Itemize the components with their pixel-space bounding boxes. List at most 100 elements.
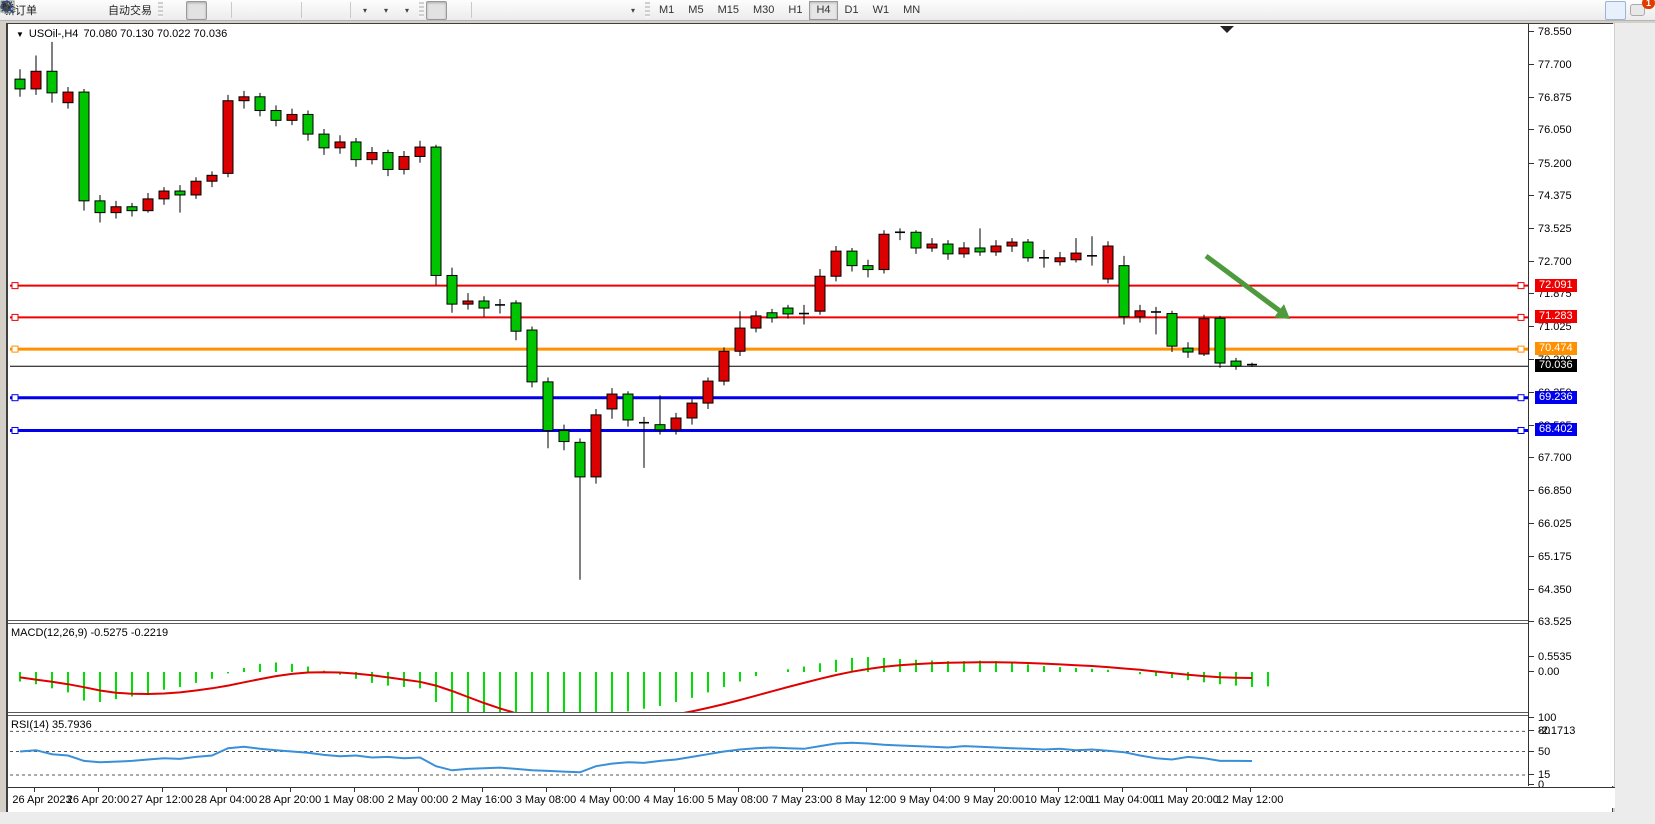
main-toolbar: 新订单 自动交易 ▾ ▾ (0, 0, 1655, 21)
tab-timeframe-h1[interactable]: H1 (788, 4, 803, 16)
time-label: 5 May 08:00 (707, 794, 769, 806)
time-label: 11 May 04:00 (1089, 794, 1155, 806)
zoom-out-button[interactable] (0, 0, 277, 20)
time-tick (1122, 788, 1123, 792)
history-orders-button[interactable] (1, 0, 62, 20)
autotrading-button[interactable]: 自动交易 (0, 1, 156, 20)
price-line-badge: 70.474 (1535, 342, 1577, 356)
signals-button[interactable] (1, 0, 104, 20)
time-axis[interactable]: 26 Apr 2023 26 Apr 20:00 27 Apr 12:00 28 Ap… (8, 787, 1615, 808)
rsi-pane-splitter[interactable] (8, 712, 1528, 716)
tab-timeframe-m1[interactable]: M1 (659, 4, 675, 16)
toolbar-grip (158, 2, 163, 18)
toolbar-separator (231, 2, 232, 18)
tab-timeframe-w1[interactable]: W1 (872, 4, 890, 16)
market-depth-button[interactable] (0, 0, 83, 20)
hline-anchor (11, 394, 19, 402)
time-tick (482, 788, 483, 792)
time-tick (226, 788, 227, 792)
time-label: 26 Apr 20:00 (66, 794, 130, 806)
price-chart-canvas[interactable] (8, 24, 1528, 620)
bar-chart-button[interactable] (1, 1, 186, 20)
hline-anchor (1517, 282, 1525, 290)
candlestick-chart-button[interactable] (1, 0, 207, 20)
chart-window: ▼ USOil-,H4 70.080 70.130 70.022 70.036 … (6, 23, 1615, 814)
time-label: 2 May 16:00 (451, 794, 513, 806)
line-chart-button[interactable] (0, 1, 228, 20)
rsi-pane-canvas[interactable] (8, 716, 1528, 787)
hline-anchor (1517, 394, 1525, 402)
tab-timeframe-mn[interactable]: MN (903, 4, 921, 16)
dropdown-arrow-icon: ▾ (383, 5, 388, 15)
tab-timeframe-m30[interactable]: M30 (752, 4, 775, 16)
time-tick (290, 788, 291, 792)
new-chart-button[interactable]: ▾ (0, 0, 375, 20)
time-label: 3 May 08:00 (515, 794, 577, 806)
time-label: 26 Apr 2023 (12, 794, 72, 806)
time-tick (610, 788, 611, 792)
hline-anchor (11, 345, 19, 353)
time-tick (738, 788, 739, 792)
indicators-button[interactable]: ▾ (0, 0, 417, 20)
chat-button[interactable]: 1 (1626, 0, 1655, 20)
vertical-line-button[interactable] (4, 1, 496, 20)
macd-signal-line (19, 661, 1253, 712)
price-axis[interactable]: 78.550 77.700 76.875 76.050 75.200 74.375 73.5… (1528, 24, 1614, 791)
time-tick (1250, 788, 1251, 792)
chart-ohlc-values: 70.080 70.130 70.022 70.036 (83, 28, 228, 40)
tile-windows-button[interactable] (0, 0, 298, 20)
chart-shift-marker (1220, 26, 1234, 33)
tab-timeframe-m15[interactable]: M15 (717, 4, 739, 16)
auto-scroll-button[interactable] (1, 1, 326, 20)
time-tick (98, 788, 99, 792)
dropdown-arrow-icon: ▾ (404, 5, 409, 15)
tab-timeframe-m5[interactable]: M5 (688, 4, 704, 16)
macd-label: MACD(12,26,9) -0.5275 -0.2219 (11, 627, 169, 639)
svg-text:T: T (4, 2, 10, 13)
time-tick (418, 788, 419, 792)
macd-pane-canvas[interactable] (8, 624, 1528, 712)
svg-text:A: A (2, 0, 11, 13)
time-label: 7 May 23:00 (771, 794, 833, 806)
hline-anchor (1517, 427, 1525, 434)
chart-shift-button[interactable] (1, 1, 347, 20)
hline-anchor (1517, 313, 1525, 321)
time-label: 4 May 00:00 (579, 794, 641, 806)
toolbar-separator (471, 2, 472, 18)
crosshair-button[interactable] (0, 0, 468, 20)
time-label: 1 May 08:00 (323, 794, 385, 806)
rsi-label: RSI(14) 35.7936 (11, 719, 92, 731)
search-button[interactable] (1, 0, 1626, 20)
price-line-badge: 72.091 (1535, 278, 1577, 292)
trendline-button[interactable] (1, 1, 538, 20)
time-tick (354, 788, 355, 792)
search-icon (1, 0, 15, 14)
tab-timeframe-h4[interactable]: H4 (809, 0, 838, 20)
toolbar-separator (350, 2, 351, 18)
trend-arrow-annotation (1204, 253, 1286, 317)
time-label: 8 May 12:00 (835, 794, 897, 806)
cursor-button[interactable] (3, 0, 447, 20)
equidistant-channel-button[interactable]: E (0, 0, 559, 20)
hline-anchor (11, 313, 19, 321)
chart-expand-icon[interactable]: ▼ (16, 29, 24, 39)
time-tick (802, 788, 803, 792)
text-button[interactable]: A (2, 0, 601, 20)
zoom-in-button[interactable] (0, 0, 256, 20)
period-button[interactable]: ▾ (1, 0, 396, 20)
price-line-badge: 70.036 (1535, 359, 1577, 373)
time-label: 9 May 04:00 (899, 794, 961, 806)
status-strip (0, 812, 1655, 824)
time-tick (674, 788, 675, 792)
horizontal-line-button[interactable] (1, 1, 517, 20)
toolbar-separator (301, 2, 302, 18)
dropdown-arrow-icon: ▾ (362, 5, 367, 15)
macd-pane-splitter[interactable] (8, 620, 1528, 624)
time-label: 28 Apr 04:00 (194, 794, 258, 806)
hline-anchor (1517, 345, 1525, 353)
arrows-button[interactable]: ▾ (1, 1, 643, 20)
time-label: 27 Apr 12:00 (130, 794, 194, 806)
text-label-button[interactable]: T (0, 0, 622, 20)
tab-timeframe-d1[interactable]: D1 (844, 4, 859, 16)
fibonacci-button[interactable]: F (1, 1, 580, 20)
